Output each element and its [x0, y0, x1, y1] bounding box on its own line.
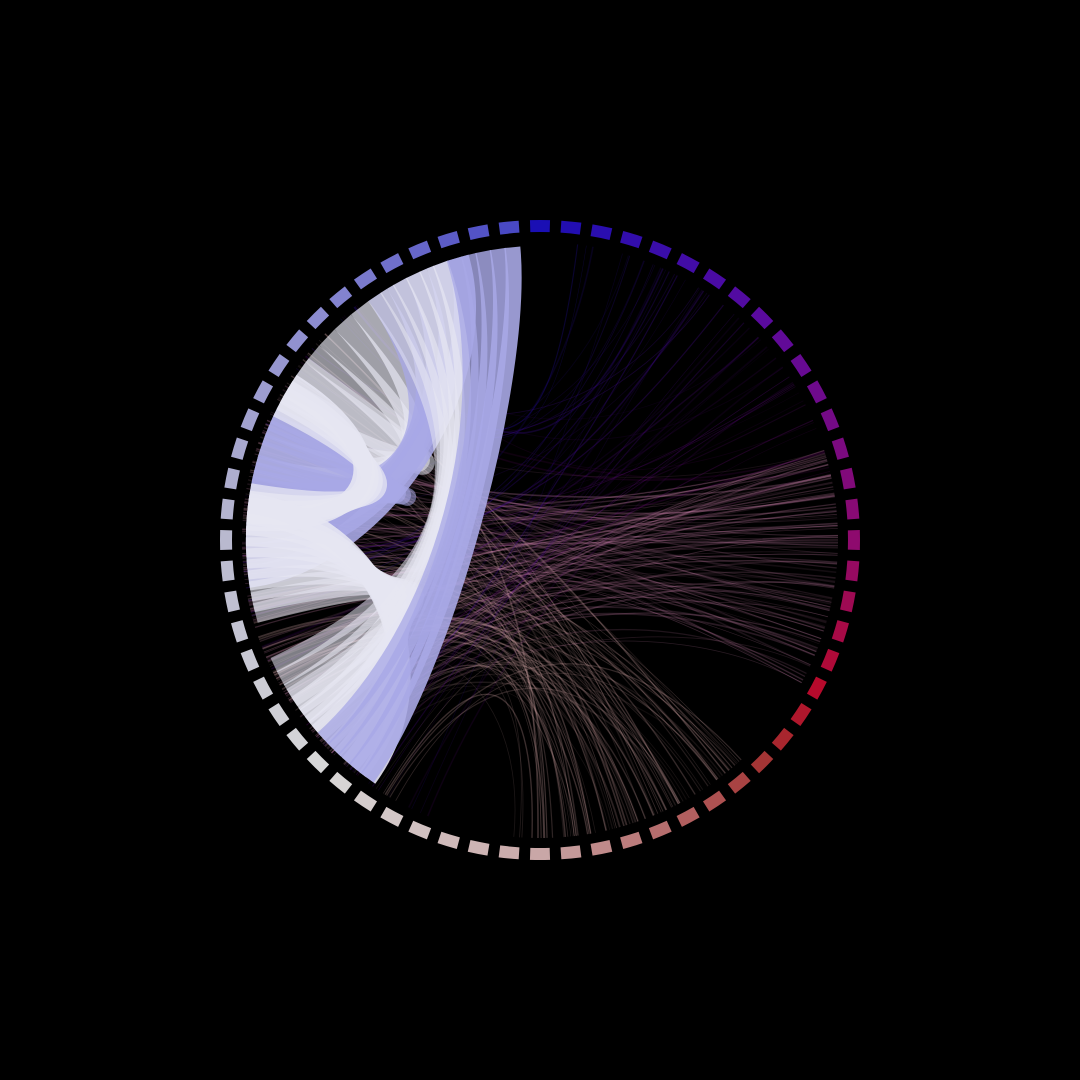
- ring-segment: [529, 220, 551, 233]
- ring-segment: [847, 529, 861, 551]
- ring-segment: [620, 831, 643, 849]
- fiber-chord: [258, 614, 639, 822]
- ring-segment: [702, 268, 727, 290]
- ring-segment: [437, 831, 460, 849]
- ring-segment: [840, 590, 856, 613]
- ring-segment: [845, 498, 860, 520]
- ring-segment: [648, 820, 672, 840]
- fiber-chord: [259, 463, 829, 643]
- fiber-chord: [261, 327, 750, 648]
- ring-segment: [224, 467, 240, 490]
- ring-segment: [268, 702, 290, 727]
- fiber-chord: [420, 288, 700, 814]
- ring-segment: [845, 560, 860, 582]
- ring-segment: [286, 329, 309, 353]
- ring-segment: [240, 408, 260, 432]
- ring-segment: [220, 498, 235, 520]
- ring-segment: [820, 648, 840, 672]
- ring-segment: [329, 286, 353, 309]
- ring-segment: [306, 306, 330, 330]
- ring-segment: [240, 648, 260, 672]
- ring-segment: [498, 220, 520, 235]
- ring-segment: [253, 380, 274, 404]
- ring-segment: [467, 840, 490, 856]
- ring-segment: [353, 268, 378, 290]
- fiber-chord: [408, 366, 784, 808]
- ring-segment: [220, 529, 233, 551]
- ring-segment: [529, 847, 551, 861]
- ring-segment: [831, 437, 849, 460]
- ring-segment: [220, 560, 235, 582]
- fiber-chord: [378, 313, 735, 791]
- ring-segment: [771, 727, 794, 751]
- ring-segment: [590, 224, 613, 240]
- ring-segment: [676, 806, 700, 827]
- ring-segment: [620, 231, 643, 249]
- ring-segment: [750, 306, 774, 330]
- fiber-chord: [384, 693, 533, 838]
- ring-segment: [727, 771, 751, 794]
- ring-segment: [253, 676, 274, 700]
- fiber-chord: [389, 687, 681, 804]
- ring-segment: [408, 240, 432, 260]
- ring-segment: [648, 240, 672, 260]
- ring-segment: [790, 702, 812, 727]
- fiber-chord: [386, 663, 742, 796]
- fiber-chord: [371, 322, 745, 787]
- ring-segment: [676, 253, 700, 274]
- fiber-chord: [411, 253, 623, 810]
- fiber-chord: [258, 612, 667, 811]
- ring-segment: [353, 790, 378, 812]
- ring-segment: [840, 467, 856, 490]
- ring-segment: [820, 408, 840, 432]
- ring-segment: [329, 771, 353, 794]
- ring-segment: [790, 353, 812, 378]
- ring-segment: [306, 750, 330, 774]
- ring-segment: [268, 353, 290, 378]
- ring-segment: [560, 845, 582, 860]
- fiber-chord: [395, 672, 718, 801]
- ring-segment: [437, 231, 460, 249]
- ring-segment: [560, 220, 582, 235]
- ring-segment: [806, 676, 827, 700]
- ribbon-chord: [360, 246, 522, 783]
- fiber-chord: [375, 636, 719, 790]
- fiber-chord: [254, 560, 838, 628]
- ring-segment: [831, 620, 849, 643]
- ring-segment: [380, 253, 404, 274]
- ring-segment: [408, 820, 432, 840]
- ring-segment: [231, 620, 249, 643]
- ring-segment: [467, 224, 490, 240]
- ring-segment: [498, 845, 520, 860]
- ring-segment: [702, 790, 727, 812]
- ring-segment: [727, 286, 751, 309]
- fiber-chord: [259, 614, 577, 836]
- ring-segment: [590, 840, 613, 856]
- ribbon-bundle: [245, 246, 522, 784]
- ring-segment: [224, 590, 240, 613]
- ring-segment: [380, 806, 404, 827]
- fiber-chord: [261, 357, 777, 648]
- fiber-chord: [427, 381, 794, 817]
- ring-segment: [231, 437, 249, 460]
- ring-segment: [806, 380, 827, 404]
- ring-segment: [286, 727, 309, 751]
- fiber-chord: [368, 269, 667, 784]
- segment-ring: [220, 220, 861, 861]
- fiber-chord: [258, 614, 718, 781]
- fiber-chord: [388, 347, 768, 797]
- ring-segment: [771, 329, 794, 353]
- ring-segment: [750, 750, 774, 774]
